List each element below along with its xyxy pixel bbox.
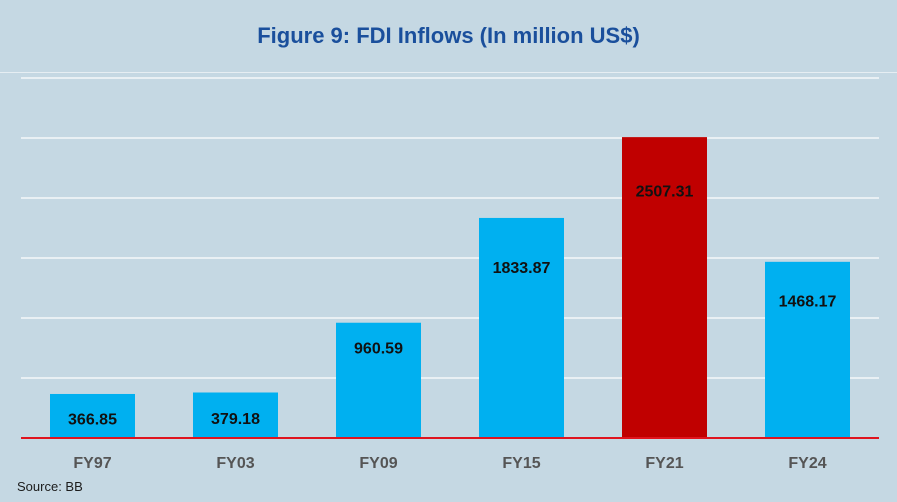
data-label: 1468.17	[779, 294, 837, 311]
bar-fy09	[336, 322, 421, 438]
bar-fy15	[479, 217, 564, 438]
bar-fy21	[622, 137, 707, 438]
source-note: Source: BB	[17, 479, 83, 494]
data-labels: 366.85 379.18 960.59 1833.87 2507.31 1468.17	[68, 183, 836, 428]
x-tick-label: FY24	[788, 455, 826, 472]
data-label: 379.18	[211, 411, 260, 428]
chart-title: Figure 9: FDI Inflows (In million US$)	[257, 23, 640, 48]
x-tick-label: FY21	[645, 455, 683, 472]
x-tick-label: FY09	[359, 455, 397, 472]
x-tick-label: FY97	[73, 455, 111, 472]
bar-fy97	[50, 393, 135, 438]
x-axis: FY97 FY03 FY09 FY15 FY21 FY24	[21, 437, 879, 472]
bar-fy24	[765, 261, 850, 438]
data-label: 1833.87	[493, 260, 551, 277]
bars	[50, 137, 850, 438]
data-label: 2507.31	[636, 183, 694, 200]
x-tick-label: FY03	[216, 455, 254, 472]
bar-fy03	[193, 392, 278, 438]
data-label: 366.85	[68, 412, 117, 429]
x-tick-label: FY15	[502, 455, 540, 472]
data-label: 960.59	[354, 340, 403, 357]
gridlines	[21, 77, 879, 379]
title-divider	[0, 72, 897, 73]
